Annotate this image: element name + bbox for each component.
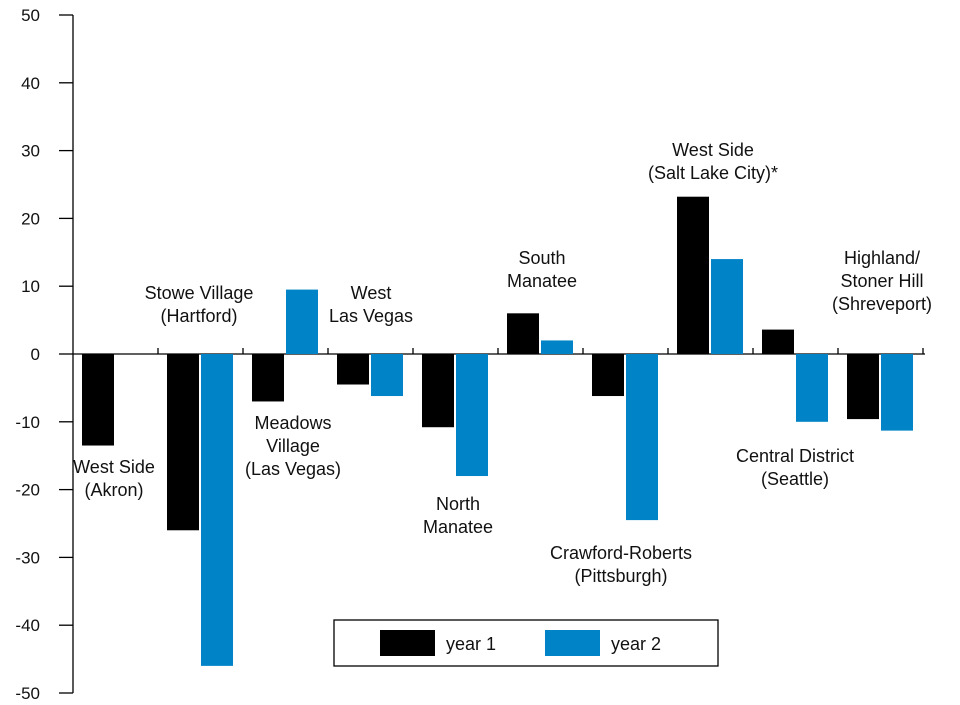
bar-year-1-7 xyxy=(592,354,624,397)
legend-swatch xyxy=(380,630,435,656)
bar-year-2-5 xyxy=(456,354,488,477)
y-tick-label: 0 xyxy=(31,345,40,364)
bar-year-2-4 xyxy=(371,354,403,397)
bar-year-1-3 xyxy=(252,354,284,402)
bar-year-1-5 xyxy=(422,354,454,428)
bars xyxy=(82,196,913,666)
bar-year-1-10 xyxy=(847,354,879,420)
category-label: North Manatee xyxy=(423,494,493,537)
category-label: South Manatee xyxy=(507,248,577,291)
category-label: Highland/Stoner Hill (Shreveport) xyxy=(832,248,932,314)
category-label: Stowe Village (Hartford) xyxy=(145,283,254,326)
y-tick-label: 10 xyxy=(21,277,40,296)
category-label: West Side (Akron) xyxy=(73,457,155,500)
legend: year 1 year 2 xyxy=(333,619,719,667)
y-tick-label: -30 xyxy=(15,548,40,567)
category-label: West Side (Salt Lake City)* xyxy=(648,140,778,183)
y-tick-label: 30 xyxy=(21,142,40,161)
y-tick-label: 50 xyxy=(21,6,40,25)
axes: 50 40 30 20 10 0 -10 -20 -30 -40 -50 xyxy=(15,6,925,703)
bar-year-1-9 xyxy=(762,329,794,354)
category-label: West Las Vegas xyxy=(329,283,413,326)
bar-year-1-6 xyxy=(507,313,539,354)
bar-year-1-8 xyxy=(677,196,709,354)
category-label: Meadows Village (Las Vegas) xyxy=(245,413,341,479)
bar-year-1-2 xyxy=(167,354,199,531)
y-tick-label: -40 xyxy=(15,616,40,635)
legend-label: year 2 xyxy=(611,634,661,654)
bar-year-2-7 xyxy=(626,354,658,521)
y-tick-label: -20 xyxy=(15,481,40,500)
legend-swatch xyxy=(545,630,600,656)
category-label: Crawford-Roberts (Pittsburgh) xyxy=(550,543,692,586)
legend-label: year 1 xyxy=(446,634,496,654)
category-label: Central District (Seattle) xyxy=(736,446,854,489)
bar-year-2-9 xyxy=(796,354,828,422)
bar-year-2-3 xyxy=(286,289,318,354)
bar-year-2-8 xyxy=(711,259,743,354)
bar-year-1-1 xyxy=(82,354,114,446)
bar-year-2-6 xyxy=(541,340,573,354)
bar-year-2-10 xyxy=(881,354,913,431)
y-tick-label: -10 xyxy=(15,413,40,432)
category-labels: West Side (Akron) Stowe Village (Hartford) M… xyxy=(73,140,932,586)
bar-year-2-2 xyxy=(201,354,233,666)
y-tick-label: -50 xyxy=(15,684,40,703)
y-tick-label: 40 xyxy=(21,74,40,93)
bar-year-1-4 xyxy=(337,354,369,385)
y-tick-label: 20 xyxy=(21,209,40,228)
